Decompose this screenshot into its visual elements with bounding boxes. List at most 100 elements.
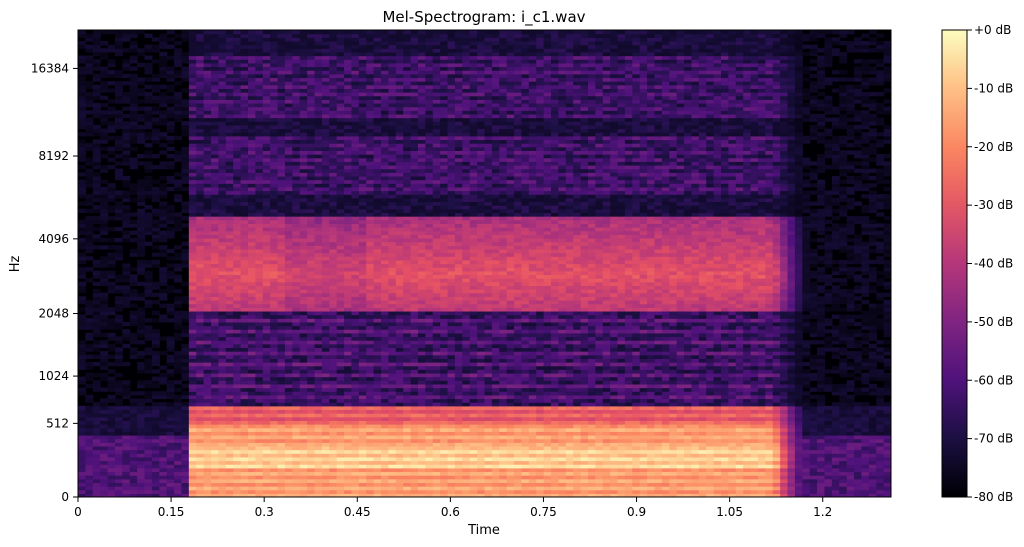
heatmap-cell	[358, 186, 367, 192]
heatmap-cell	[270, 212, 279, 217]
heatmap-cell	[284, 248, 293, 254]
heatmap-cell	[344, 285, 353, 290]
heatmap-cell	[388, 369, 397, 374]
heatmap-cell	[262, 205, 271, 210]
heatmap-cell	[247, 81, 256, 86]
heatmap-cell	[174, 216, 183, 221]
heatmap-cell	[203, 164, 212, 170]
heatmap-cell	[137, 464, 146, 469]
heatmap-cell	[344, 303, 353, 308]
heatmap-cell	[292, 263, 301, 268]
heatmap-cell	[196, 310, 205, 316]
heatmap-cell	[299, 387, 308, 392]
heatmap-cell	[107, 73, 116, 79]
heatmap-cell	[78, 237, 86, 243]
heatmap-cell	[159, 427, 168, 432]
heatmap-cell	[284, 252, 293, 257]
heatmap-cell	[366, 230, 375, 235]
heatmap-cell	[107, 62, 116, 68]
heatmap-cell	[144, 48, 153, 53]
heatmap-cell	[203, 179, 212, 184]
heatmap-cell	[85, 482, 94, 487]
heatmap-cell	[366, 281, 375, 286]
heatmap-cell	[240, 92, 249, 97]
heatmap-cell	[395, 329, 404, 334]
heatmap-cell	[159, 216, 168, 221]
heatmap-cell	[122, 33, 131, 38]
heatmap-cell	[159, 289, 168, 294]
heatmap-cell	[262, 256, 271, 261]
heatmap-cell	[299, 475, 308, 480]
heatmap-cell	[270, 270, 279, 276]
heatmap-cell	[314, 376, 323, 381]
heatmap-cell	[292, 460, 301, 465]
heatmap-cell	[314, 117, 323, 122]
heatmap-cell	[211, 391, 220, 396]
heatmap-cell	[181, 70, 190, 75]
heatmap-cell	[129, 84, 138, 89]
heatmap-cell	[344, 278, 353, 283]
heatmap-cell	[277, 88, 286, 93]
heatmap-cell	[211, 237, 220, 243]
heatmap-cell	[329, 237, 338, 243]
heatmap-cell	[137, 234, 146, 239]
heatmap-cell	[373, 478, 382, 484]
heatmap-cell	[218, 394, 227, 400]
heatmap-cell	[351, 183, 360, 188]
heatmap-cell	[114, 416, 123, 421]
heatmap-cell	[277, 427, 286, 432]
heatmap-cell	[351, 471, 360, 476]
heatmap-cell	[262, 460, 271, 465]
heatmap-cell	[381, 475, 390, 480]
heatmap-cell	[211, 48, 220, 53]
heatmap-cell	[107, 493, 116, 497]
heatmap-cell	[78, 40, 86, 46]
heatmap-cell	[366, 307, 375, 312]
heatmap-cell	[92, 88, 101, 93]
heatmap-cell	[299, 332, 308, 338]
heatmap-cell	[307, 347, 316, 352]
heatmap-cell	[78, 460, 86, 465]
heatmap-cell	[373, 183, 382, 188]
heatmap-cell	[159, 66, 168, 71]
heatmap-cell	[336, 157, 345, 162]
heatmap-cell	[240, 394, 249, 400]
heatmap-cell	[329, 248, 338, 254]
heatmap-cell	[114, 110, 123, 115]
heatmap-cell	[240, 380, 249, 385]
heatmap-cell	[395, 467, 404, 473]
heatmap-cell	[122, 175, 131, 181]
heatmap-cell	[100, 208, 109, 214]
heatmap-cell	[218, 30, 227, 35]
heatmap-cell	[107, 478, 116, 484]
heatmap-cell	[329, 252, 338, 257]
heatmap-cell	[366, 482, 375, 487]
heatmap-cell	[247, 77, 256, 82]
heatmap-cell	[203, 456, 212, 462]
heatmap-cell	[307, 81, 316, 86]
heatmap-cell	[129, 420, 138, 425]
heatmap-cell	[240, 48, 249, 53]
heatmap-cell	[255, 59, 264, 64]
heatmap-cell	[122, 464, 131, 469]
heatmap-cell	[358, 478, 367, 484]
heatmap-cell	[114, 92, 123, 97]
heatmap-cell	[78, 157, 86, 162]
heatmap-cell	[366, 263, 375, 268]
heatmap-cell	[225, 318, 234, 323]
heatmap-cell	[107, 489, 116, 494]
heatmap-cell	[299, 132, 308, 137]
heatmap-cell	[78, 113, 86, 119]
heatmap-cell	[270, 84, 279, 89]
heatmap-cell	[373, 351, 382, 356]
heatmap-cell	[321, 150, 330, 155]
heatmap-cell	[137, 460, 146, 465]
heatmap-cell	[151, 383, 160, 389]
heatmap-cell	[284, 383, 293, 389]
heatmap-cell	[373, 139, 382, 144]
heatmap-cell	[211, 475, 220, 480]
heatmap-cell	[262, 190, 271, 195]
heatmap-cell	[181, 55, 190, 60]
heatmap-cell	[381, 402, 390, 407]
heatmap-cell	[92, 380, 101, 385]
